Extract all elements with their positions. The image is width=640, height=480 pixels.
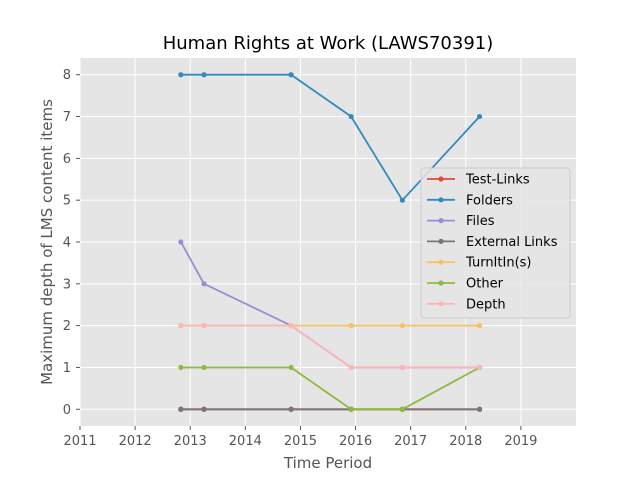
legend-swatch-marker (438, 197, 444, 203)
y-tick-label: 6 (63, 152, 71, 167)
x-axis-label: Time Period (283, 454, 372, 472)
data-point-external-links (476, 406, 483, 412)
data-point-depth (201, 323, 207, 329)
data-point-depth (288, 323, 294, 329)
x-tick-label: 2014 (229, 434, 262, 449)
data-point-folders (348, 113, 354, 120)
series-layer (178, 72, 483, 412)
data-point-other (399, 406, 405, 412)
data-point-other (178, 364, 184, 371)
data-point-depth (348, 364, 354, 371)
series-line-folders (180, 73, 481, 202)
data-point-other (201, 364, 207, 371)
data-point-folders (201, 72, 207, 78)
y-axis-label: Maximum depth of LMS content items (38, 99, 56, 385)
legend-label: External Links (466, 235, 558, 250)
legend-label: Files (466, 214, 495, 229)
x-tick-label: 2011 (63, 434, 96, 449)
x-axis-ticks: 2011 2012 2013 2014 2015 2016 2017 2018 2019 (63, 426, 537, 449)
legend-label: Other (466, 277, 504, 292)
data-point-turnitin-s (348, 323, 354, 329)
legend-swatch-marker (438, 280, 444, 286)
legend-label: Test-Links (465, 173, 530, 188)
y-tick-label: 0 (63, 403, 71, 418)
y-tick-label: 7 (63, 110, 71, 125)
legend-label: TurnItIn(s) (465, 256, 531, 271)
data-point-folders (476, 113, 483, 120)
data-point-other (288, 364, 294, 371)
y-tick-label: 4 (63, 236, 71, 251)
data-point-folders (288, 72, 294, 78)
data-point-folders (178, 72, 184, 78)
x-tick-label: 2012 (119, 434, 152, 449)
y-tick-label: 3 (63, 277, 71, 292)
data-point-external-links (288, 406, 294, 412)
data-point-files (201, 281, 207, 287)
series-line-other (180, 366, 481, 411)
series-depth (178, 323, 483, 371)
data-point-turnitin-s (476, 323, 483, 329)
y-tick-label: 2 (63, 319, 71, 334)
data-point-folders (399, 197, 405, 203)
data-point-files (178, 239, 184, 245)
series-folders (178, 72, 483, 203)
legend-swatch-marker (438, 259, 444, 265)
y-axis-ticks: 0 1 2 3 4 5 6 7 8 (63, 68, 80, 418)
data-point-external-links (178, 406, 184, 412)
legend-box (420, 167, 571, 319)
data-point-depth (476, 364, 483, 371)
x-tick-label: 2018 (449, 434, 482, 449)
y-tick-label: 5 (63, 194, 71, 209)
chart-title: Human Rights at Work (LAWS70391) (163, 33, 494, 54)
legend-label: Depth (466, 297, 506, 312)
legend-swatch-marker (438, 218, 444, 224)
data-point-external-links (201, 406, 207, 412)
legend-swatch-marker (438, 238, 444, 244)
x-tick-label: 2013 (174, 434, 207, 449)
series-line-depth (180, 324, 480, 369)
legend-swatch-marker (438, 301, 444, 307)
legend-label: Folders (466, 193, 513, 208)
y-tick-label: 1 (63, 361, 71, 376)
data-point-depth (399, 364, 405, 371)
y-tick-label: 8 (63, 68, 71, 83)
data-point-other (348, 406, 354, 412)
x-tick-label: 2017 (394, 434, 427, 449)
x-tick-label: 2015 (284, 434, 317, 449)
legend-swatch-marker (438, 176, 444, 182)
x-tick-label: 2019 (504, 434, 537, 449)
data-point-depth (178, 323, 184, 329)
legend: Test-Links Folders Files External Links Turn… (420, 167, 571, 319)
data-point-turnitin-s (399, 323, 405, 329)
x-tick-label: 2016 (339, 434, 372, 449)
